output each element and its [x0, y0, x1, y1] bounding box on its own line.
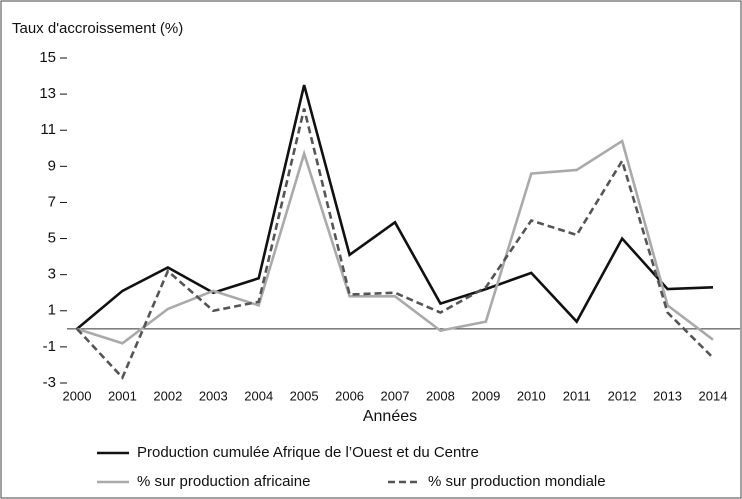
- x-axis-title: Années: [363, 408, 417, 425]
- y-tick-label: 9: [48, 157, 56, 174]
- y-tick-label: 1: [48, 302, 56, 319]
- y-tick-label: 7: [48, 193, 56, 210]
- legend-label: % sur production africaine: [137, 473, 310, 490]
- y-tick-label: 13: [39, 85, 56, 102]
- y-tick-label: 11: [40, 121, 56, 138]
- y-tick-label: -3: [43, 374, 56, 391]
- series-line: [76, 108, 714, 380]
- x-tick-label: 2005: [290, 388, 319, 403]
- y-tick-label: 15: [39, 49, 56, 66]
- x-tick-label: 2001: [108, 388, 137, 403]
- x-tick-label: 2012: [608, 388, 637, 403]
- series-line: [76, 84, 714, 330]
- x-tick-label: 2000: [63, 388, 92, 403]
- x-tick-label: 2014: [699, 388, 728, 403]
- x-tick-label: 2013: [653, 388, 682, 403]
- y-tick-label: -1: [43, 338, 56, 355]
- x-tick-label: 2007: [381, 388, 410, 403]
- x-tick-label: 2004: [244, 388, 273, 403]
- y-tick-label: 3: [48, 266, 56, 283]
- x-tick-label: 2006: [335, 388, 364, 403]
- x-tick-label: 2011: [563, 388, 591, 403]
- legend-label: Production cumulée Afrique de l’Ouest et…: [137, 444, 479, 461]
- y-axis-title: Taux d'accroissement (%): [12, 20, 183, 37]
- x-tick-label: 2003: [199, 388, 228, 403]
- y-tick-label: 5: [48, 230, 56, 247]
- x-tick-label: 2009: [471, 388, 500, 403]
- x-tick-label: 2010: [517, 388, 546, 403]
- legend-label: % sur production mondiale: [428, 473, 606, 490]
- series-line: [76, 139, 714, 345]
- x-tick-label: 2002: [153, 388, 182, 403]
- x-tick-label: 2008: [426, 388, 455, 403]
